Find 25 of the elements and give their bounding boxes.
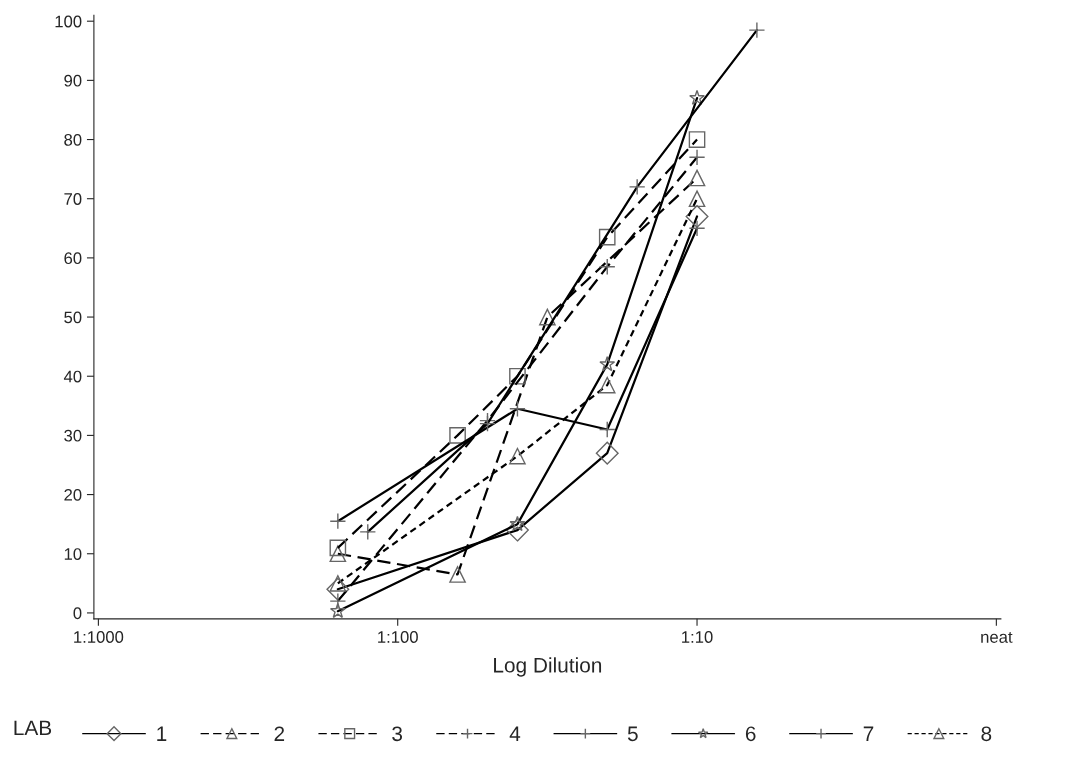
y-tick-label: 0	[73, 607, 82, 620]
x-tick-label: 1:1000	[74, 631, 124, 643]
legend-label: 3	[392, 726, 403, 742]
y-tick-label: 50	[64, 311, 82, 324]
y-tick-label: 80	[64, 133, 82, 146]
y-tick-label: 20	[64, 488, 82, 501]
y-tick-label: 40	[63, 370, 82, 383]
legend-title: LAB	[14, 720, 52, 736]
x-tick-label: neat	[981, 631, 1013, 643]
legend-label: 2	[274, 726, 285, 741]
legend-label: 7	[863, 726, 874, 741]
y-tick-label: 70	[64, 193, 82, 205]
x-tick-label: 1:100	[378, 631, 418, 643]
x-tick-label: 1:10	[682, 631, 713, 643]
legend-label: 4	[509, 726, 521, 741]
y-tick-label: 90	[64, 74, 82, 87]
y-tick-label: 60	[64, 252, 82, 265]
y-tick-label: 10	[64, 548, 82, 560]
y-tick-label: 30	[64, 429, 82, 442]
y-tick-label: 100	[55, 15, 82, 28]
legend-label: 8	[981, 726, 992, 742]
x-axis-title: Log Dilution	[494, 657, 602, 677]
legend-label: 5	[627, 726, 638, 742]
legend-label: 1	[157, 726, 167, 741]
legend-label: 6	[745, 726, 756, 742]
